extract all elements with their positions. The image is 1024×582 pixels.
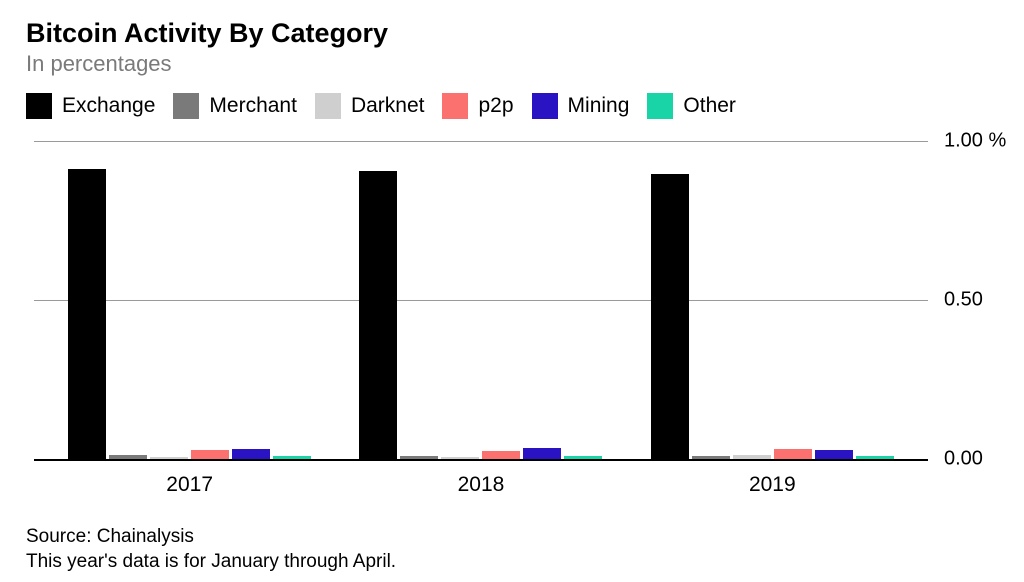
- legend-swatch: [647, 93, 673, 119]
- legend-swatch: [442, 93, 468, 119]
- legend-item: Mining: [532, 93, 630, 119]
- y-axis-label: 0.50: [944, 289, 983, 312]
- chart-bar: [441, 457, 479, 459]
- chart-bar: [400, 456, 438, 459]
- legend-swatch: [315, 93, 341, 119]
- chart-bar: [815, 450, 853, 459]
- legend-label: p2p: [478, 94, 513, 118]
- y-axis-label: 0.00: [944, 448, 983, 471]
- bar-groups: [34, 141, 928, 459]
- bar-group: [335, 141, 626, 459]
- x-axis-label: 2019: [627, 473, 918, 497]
- legend-swatch: [173, 93, 199, 119]
- chart-bar: [232, 449, 270, 459]
- legend-swatch: [532, 93, 558, 119]
- x-axis: 201720182019: [34, 473, 928, 497]
- chart-bar: [482, 451, 520, 459]
- y-axis-label: 1.00 %: [944, 130, 1006, 153]
- chart-bar: [191, 450, 229, 459]
- chart-bar: [273, 456, 311, 459]
- chart-bar: [651, 174, 689, 459]
- chart-subtitle: In percentages: [26, 51, 998, 77]
- chart-bar: [359, 171, 397, 459]
- legend-item: Exchange: [26, 93, 155, 119]
- legend-label: Mining: [568, 94, 630, 118]
- chart-bar: [692, 456, 730, 459]
- chart-bar: [68, 169, 106, 459]
- legend: Exchange Merchant Darknet p2p Mining Other: [26, 93, 998, 119]
- chart-bar: [523, 448, 561, 459]
- chart-bar: [150, 457, 188, 459]
- chart-plot-area: 1.00 %0.500.00: [34, 141, 928, 459]
- chart-bar: [733, 455, 771, 459]
- legend-label: Exchange: [62, 94, 155, 118]
- chart-bar: [774, 449, 812, 459]
- x-axis-label: 2018: [335, 473, 626, 497]
- chart-footer: Source: Chainalysis This year's data is …: [26, 525, 998, 574]
- legend-label: Darknet: [351, 94, 425, 118]
- chart-title: Bitcoin Activity By Category: [26, 18, 998, 49]
- legend-item: Darknet: [315, 93, 425, 119]
- legend-label: Other: [683, 94, 736, 118]
- bar-group: [627, 141, 918, 459]
- footer-note: This year's data is for January through …: [26, 550, 998, 575]
- legend-item: p2p: [442, 93, 513, 119]
- legend-item: Other: [647, 93, 736, 119]
- footer-source: Source: Chainalysis: [26, 525, 998, 550]
- chart-bar: [109, 455, 147, 459]
- chart-bar: [564, 456, 602, 459]
- bar-group: [44, 141, 335, 459]
- x-axis-label: 2017: [44, 473, 335, 497]
- legend-swatch: [26, 93, 52, 119]
- chart-bar: [856, 456, 894, 459]
- legend-item: Merchant: [173, 93, 297, 119]
- legend-label: Merchant: [209, 94, 297, 118]
- gridline: [34, 459, 928, 461]
